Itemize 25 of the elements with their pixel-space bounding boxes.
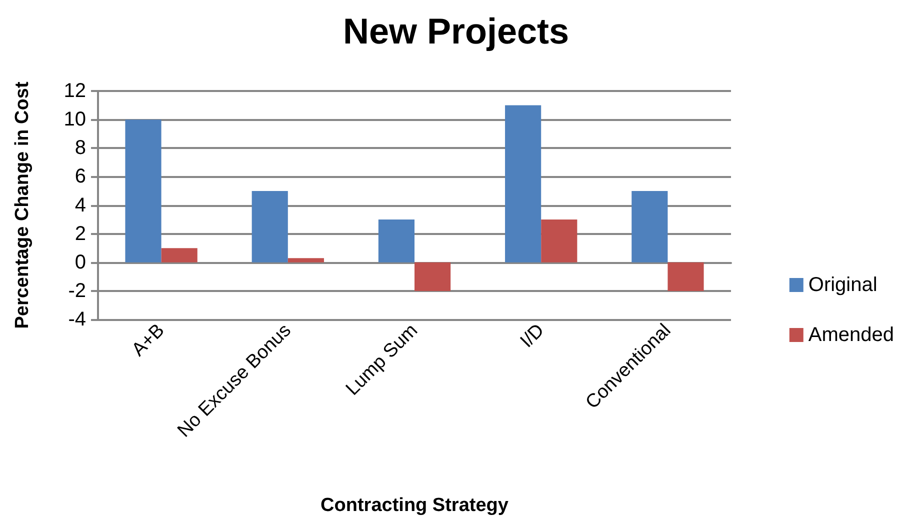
y-axis-title: Percentage Change in Cost [12,81,33,329]
chart-title: New Projects [342,10,570,52]
bar [505,105,542,262]
y-tick-label: 2 [74,222,86,245]
bar [288,258,324,262]
bar [125,120,162,262]
y-tick-label: -4 [68,308,86,330]
y-tick-label: 0 [74,251,86,274]
x-axis-title: Contracting Strategy [320,495,509,516]
bar [378,220,414,262]
bar [161,248,198,262]
bar [632,190,668,262]
legend-label: Amended [808,324,894,346]
bar [252,190,288,262]
y-tick-label: -2 [68,280,86,302]
y-tick-label: 4 [74,194,86,216]
legend-label: Original [808,274,878,296]
bar [541,220,578,262]
bar [668,262,704,291]
bar [414,262,451,291]
x-tick-label: I/D [516,320,549,352]
y-tick-label: 8 [74,137,86,160]
y-tick-label: 10 [64,108,86,131]
y-tick-label: 6 [74,166,86,188]
y-tick-label: 12 [64,80,86,102]
